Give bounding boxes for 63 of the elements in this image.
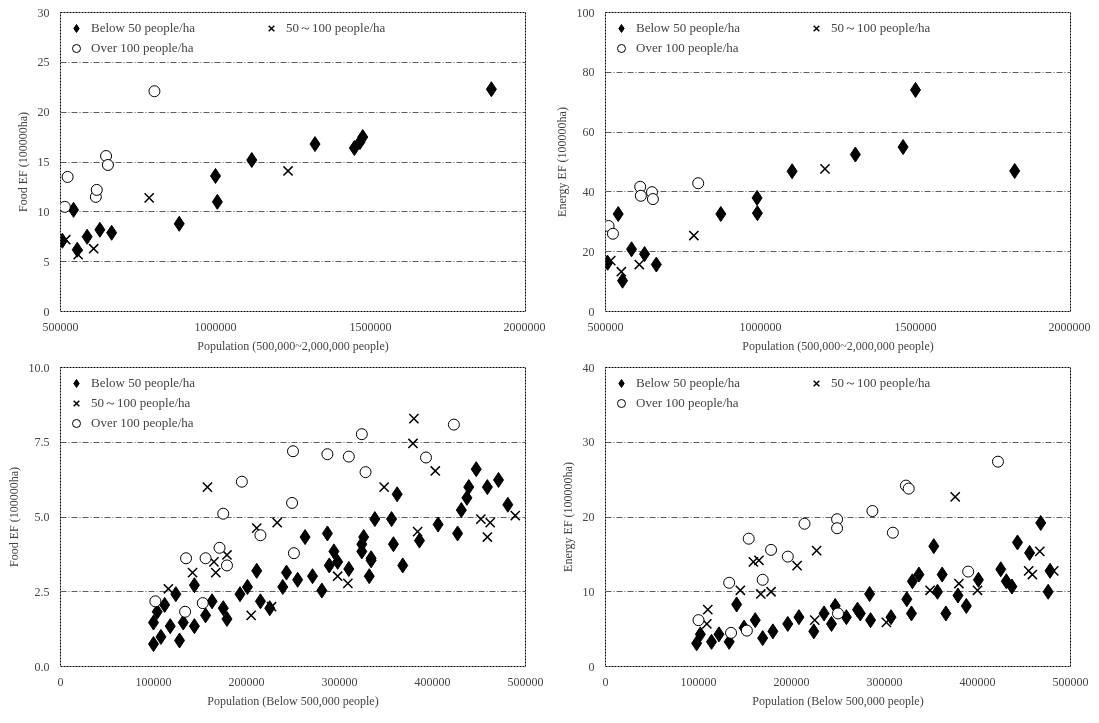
x-tick-label: 400000 bbox=[414, 674, 451, 689]
x-tick-label: 1500000 bbox=[349, 319, 392, 334]
x-axis-title: Population (Below 500,000 people) bbox=[207, 693, 379, 708]
y-tick-label: 0.0 bbox=[34, 659, 50, 674]
x-tick-label: 300000 bbox=[866, 674, 903, 689]
legend-label: Over 100 people/ha bbox=[636, 39, 740, 57]
y-tick-label: 0 bbox=[588, 659, 595, 674]
x-axis-title: Population (500,000~2,000,000 people) bbox=[197, 338, 389, 353]
legend-label: Below 50 people/ha bbox=[91, 374, 195, 392]
x-tick-label: 400000 bbox=[959, 674, 996, 689]
legend-label: 50～100 people/ha bbox=[831, 19, 932, 37]
y-tick-label: 0 bbox=[588, 304, 595, 319]
y-tick-label: 20 bbox=[582, 244, 595, 259]
y-tick-label: 15 bbox=[37, 155, 50, 169]
x-tick-label: 500000 bbox=[507, 674, 544, 689]
x-axis-title: Population (Below 500,000 people) bbox=[752, 693, 924, 708]
y-tick-label: 10 bbox=[37, 204, 50, 219]
y-tick-label: 25 bbox=[37, 55, 50, 70]
x-tick-label: 1000000 bbox=[194, 319, 237, 334]
y-tick-label: 30 bbox=[582, 435, 595, 450]
x-tick-label: 100000 bbox=[135, 674, 172, 689]
legend-label: Over 100 people/ha bbox=[91, 39, 195, 57]
x-tick-label: 2000000 bbox=[1048, 319, 1091, 334]
legend-label: Below 50 people/ha bbox=[636, 19, 741, 37]
y-tick-label: 40 bbox=[582, 184, 595, 199]
y-tick-label: 2.5 bbox=[34, 584, 50, 599]
x-tick-label: 200000 bbox=[773, 674, 810, 689]
legend-label: 50～100 people/ha bbox=[91, 394, 191, 412]
y-tick-label: 80 bbox=[582, 65, 595, 80]
y-tick-label: 20 bbox=[37, 105, 50, 120]
x-tick-label: 100000 bbox=[680, 674, 717, 689]
y-tick-label: 20 bbox=[582, 510, 595, 524]
x-axis-title: Population (500,000~2,000,000 people) bbox=[742, 338, 934, 353]
y-tick-label: 10.0 bbox=[28, 360, 50, 375]
x-tick-label: 500000 bbox=[1052, 674, 1089, 689]
x-tick-label: 0 bbox=[602, 674, 609, 689]
legend-label: 50～100 people/ha bbox=[286, 19, 387, 37]
x-tick-label: 0 bbox=[57, 674, 64, 689]
legend-label: Over 100 people/ha bbox=[91, 414, 194, 432]
y-tick-label: 0 bbox=[43, 304, 50, 319]
legend-label: Below 50 people/ha bbox=[91, 19, 196, 37]
y-tick-label: 30 bbox=[37, 5, 50, 20]
x-tick-label: 500000 bbox=[42, 319, 79, 334]
y-tick-label: 100 bbox=[576, 5, 595, 20]
x-tick-label: 500000 bbox=[587, 319, 624, 334]
x-tick-label: 1000000 bbox=[739, 319, 782, 334]
y-axis-title: Energy EF (100000ha) bbox=[560, 462, 575, 572]
y-tick-label: 5.0 bbox=[34, 510, 50, 524]
legend-label: Over 100 people/ha bbox=[636, 394, 740, 412]
y-tick-label: 5 bbox=[43, 254, 50, 269]
y-axis-title: Food EF (100000ha) bbox=[15, 112, 30, 212]
x-tick-label: 200000 bbox=[228, 674, 265, 689]
y-tick-label: 10 bbox=[582, 584, 595, 599]
y-tick-label: 40 bbox=[582, 360, 595, 375]
legend-label: Below 50 people/ha bbox=[636, 374, 741, 392]
y-tick-label: 60 bbox=[582, 125, 595, 140]
y-axis-title: Food EF (100000ha) bbox=[6, 467, 21, 567]
y-axis-title: Energy EF (100000ha) bbox=[554, 107, 569, 217]
x-tick-label: 2000000 bbox=[503, 319, 546, 334]
x-tick-label: 300000 bbox=[321, 674, 358, 689]
x-tick-label: 1500000 bbox=[894, 319, 937, 334]
y-tick-label: 7.5 bbox=[34, 435, 50, 450]
legend-label: 50～100 people/ha bbox=[831, 374, 932, 392]
